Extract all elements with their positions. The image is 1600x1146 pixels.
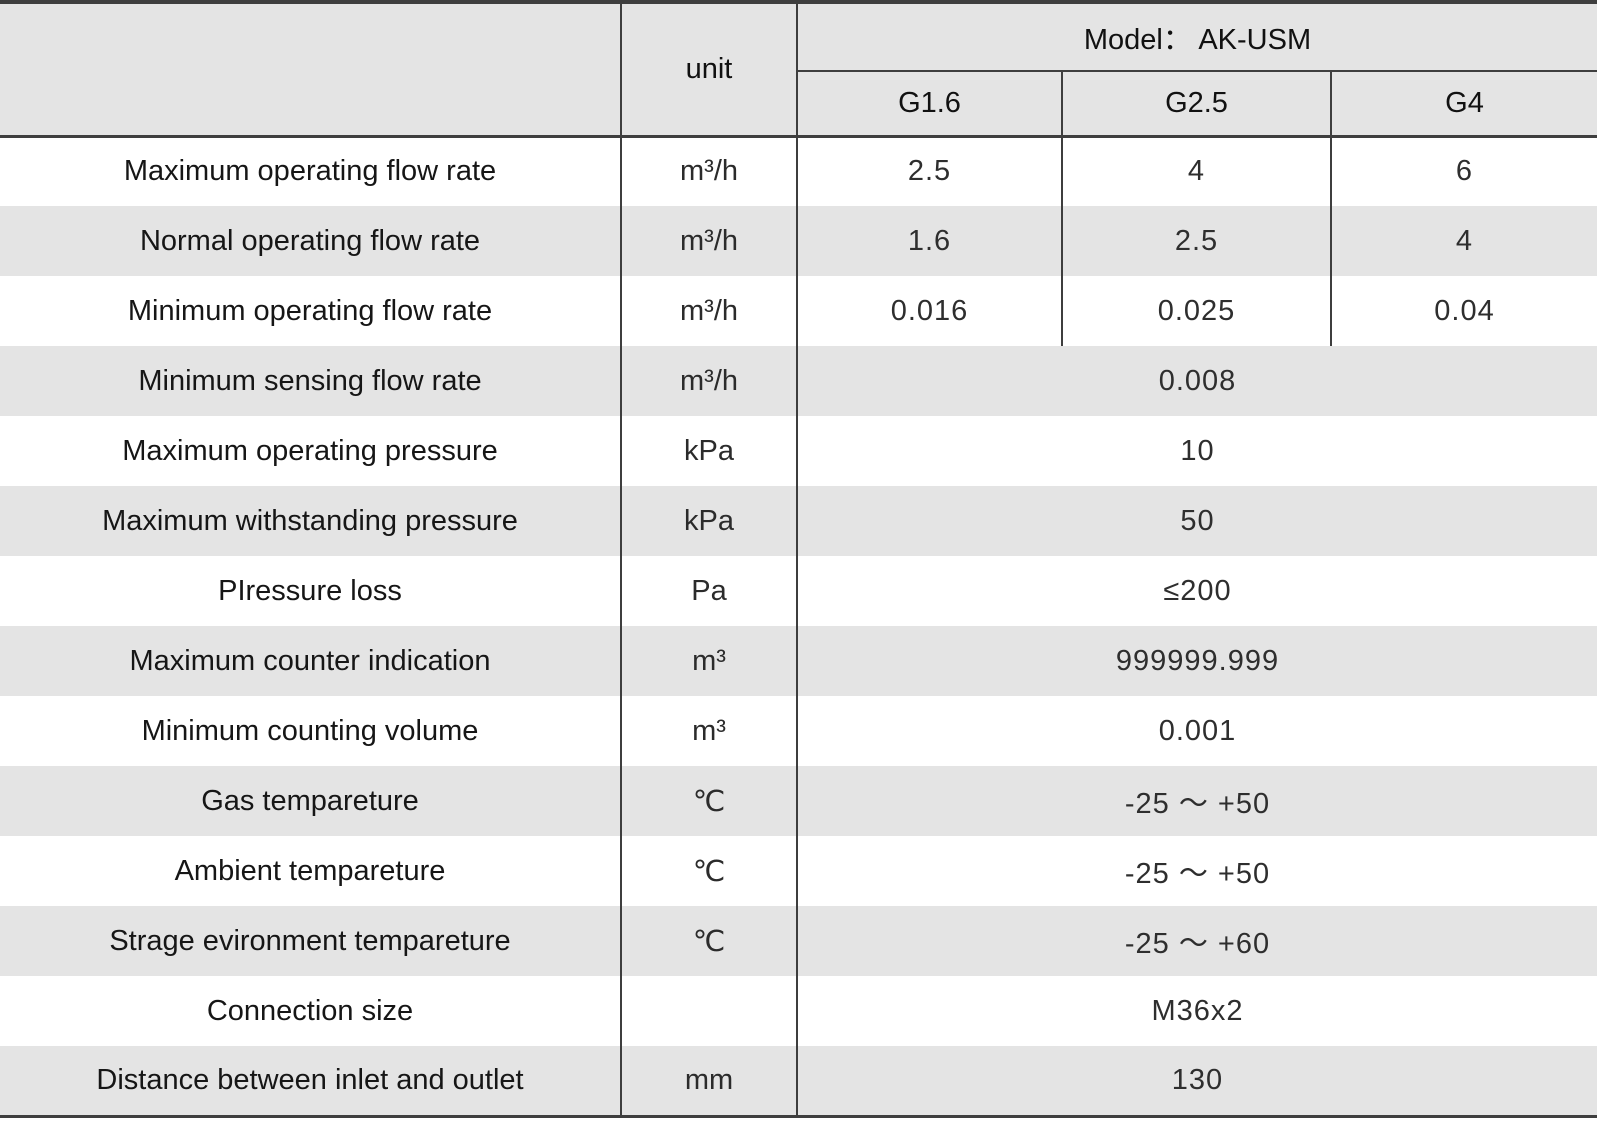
table-row: Minimum sensing flow rate m³/h 0.008 — [0, 346, 1597, 416]
row-unit-cell: ℃ — [621, 906, 798, 976]
row-unit-cell: ℃ — [621, 766, 798, 836]
row-value-cell: 2.5 — [1062, 206, 1332, 276]
row-value-cell: 2.5 — [797, 136, 1063, 206]
row-label-cell: Maximum counter indication — [0, 626, 622, 696]
row-span-value-cell: -25 ～ +50 — [1124, 858, 1271, 890]
row-value-cell: 6 — [1455, 155, 1474, 188]
row-label-cell: Maximum operating flow rate — [0, 136, 622, 206]
row-unit-cell: m³/h — [621, 276, 798, 346]
row-label-cell: Maximum withstanding pressure — [0, 486, 622, 556]
table-row: Normal operating flow rate m³/h 1.6 2.5 4 — [0, 206, 1597, 276]
header-row-model: unit Model： AK-USM — [0, 2, 1597, 138]
row-unit-cell: m³ — [621, 696, 798, 766]
row-unit-cell: m³/h — [621, 136, 798, 206]
model-column-header-g4: G4 — [1331, 71, 1597, 138]
row-label-cell: Ambient tempareture — [0, 836, 622, 906]
spec-table-body: Maximum operating flow rate m³/h 2.5 4 6 Norm… — [0, 136, 1597, 1116]
model-column-header-g1.6: G1.6 — [797, 71, 1063, 138]
row-label-cell: Maximum operating pressure — [0, 416, 622, 486]
table-row: Connection size M36x2 — [0, 976, 1597, 1046]
row-label-cell: Minimum operating flow rate — [0, 276, 622, 346]
row-value-cell: 4 — [1062, 136, 1332, 206]
row-span-value-cell: -25 ～ +60 — [1124, 928, 1271, 960]
row-value-cell: 1.6 — [797, 206, 1063, 276]
table-row: Maximum withstanding pressure kPa 50 — [0, 486, 1597, 556]
row-unit-cell: kPa — [621, 416, 798, 486]
row-span-value-cell: 130 — [1171, 1063, 1224, 1096]
table-row: Minimum counting volume m³ 0.001 — [0, 696, 1597, 766]
table-row: Maximum operating flow rate m³/h 2.5 4 6 — [0, 136, 1597, 206]
header-row-sizes: G1.6 G2.5 G4 — [0, 71, 1597, 138]
row-label-cell: PIressure loss — [0, 556, 622, 626]
row-unit-cell: m³/h — [621, 346, 798, 416]
row-label-cell: Minimum sensing flow rate — [0, 346, 622, 416]
unit-header-cell: unit — [621, 2, 798, 138]
spec-table-header: unit Model： AK-USM G1.6 G2.5 G4 — [0, 2, 1597, 138]
row-label-cell: Gas tempareture — [0, 766, 622, 836]
row-unit-cell: ℃ — [621, 836, 798, 906]
model-column-header-g2.5: G2.5 — [1062, 71, 1332, 138]
table-row: Ambient tempareture ℃ -25 ～ +50 — [0, 836, 1597, 906]
row-value-cell: 0.025 — [1062, 276, 1332, 346]
table-row: PIressure loss Pa ≤200 — [0, 556, 1597, 626]
row-unit-cell: kPa — [621, 486, 798, 556]
model-header-cell: Model： AK-USM — [797, 2, 1597, 72]
row-unit-cell: m³/h — [621, 206, 798, 276]
row-span-value-cell: 0.001 — [1158, 714, 1237, 747]
row-label-cell: Distance between inlet and outlet — [0, 1046, 622, 1116]
row-value-cell: 0.04 — [1434, 294, 1495, 327]
row-span-value-cell: -25 ～ +50 — [1124, 788, 1271, 820]
corner-cell — [0, 2, 622, 138]
row-label-cell: Strage evironment tempareture — [0, 906, 622, 976]
row-label-cell: Minimum counting volume — [0, 696, 622, 766]
table-row: Minimum operating flow rate m³/h 0.016 0.02… — [0, 276, 1597, 346]
spec-table: unit Model： AK-USM G1.6 G2.5 G4 Maximum … — [0, 0, 1597, 1118]
table-row: Distance between inlet and outlet mm 130 — [0, 1046, 1597, 1116]
row-value-cell: 4 — [1455, 224, 1474, 257]
row-span-value-cell: 50 — [1180, 504, 1215, 537]
row-unit-cell: mm — [621, 1046, 798, 1116]
row-label-cell: Normal operating flow rate — [0, 206, 622, 276]
row-span-value-cell: 999999.999 — [1115, 644, 1280, 677]
table-row: Maximum counter indication m³ 999999.999 — [0, 626, 1597, 696]
table-row: Strage evironment tempareture ℃ -25 ～ +60 — [0, 906, 1597, 976]
row-span-value-cell: M36x2 — [1151, 994, 1244, 1027]
row-span-value-cell: 10 — [1180, 434, 1215, 467]
table-row: Maximum operating pressure kPa 10 — [0, 416, 1597, 486]
table-row: Gas tempareture ℃ -25 ～ +50 — [0, 766, 1597, 836]
row-unit-cell: m³ — [621, 626, 798, 696]
row-span-value-cell: 0.008 — [1158, 364, 1237, 397]
row-label-cell: Connection size — [0, 976, 622, 1046]
row-unit-cell — [621, 976, 798, 1046]
row-span-value-cell: ≤200 — [1163, 574, 1232, 607]
row-unit-cell: Pa — [621, 556, 798, 626]
row-value-cell: 0.016 — [797, 276, 1063, 346]
